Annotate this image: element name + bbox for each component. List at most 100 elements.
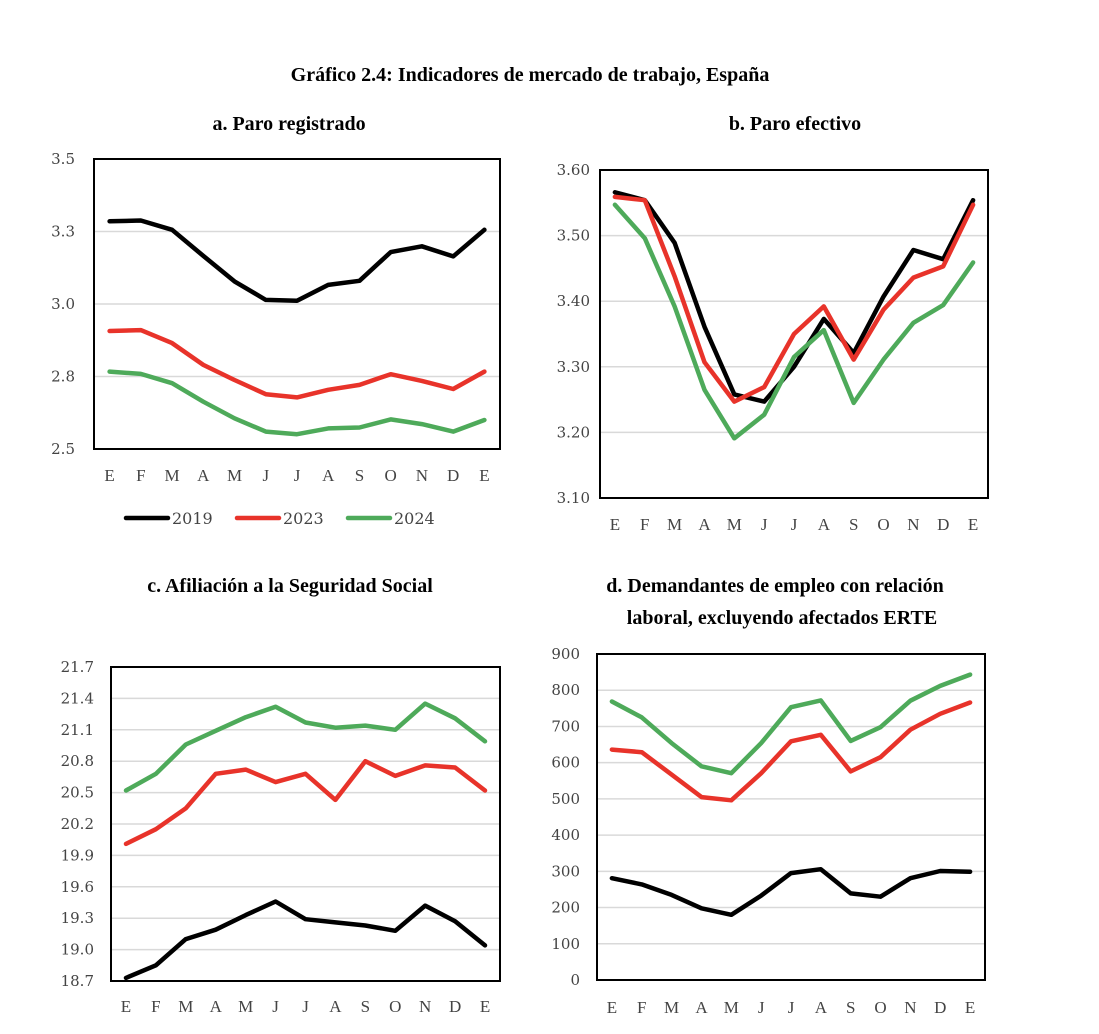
legend-item-2023: 2023: [234, 509, 324, 528]
y-tick-label: 20.5: [61, 784, 94, 802]
x-tick-label: A: [210, 997, 223, 1016]
y-tick-label: 600: [551, 754, 580, 772]
x-tick-label: E: [607, 998, 617, 1017]
y-tick-label: 800: [551, 681, 580, 699]
x-tick-label: S: [846, 998, 855, 1017]
x-tick-label: A: [197, 466, 210, 485]
y-tick-label: 21.7: [61, 658, 94, 676]
series-line-2023: [107, 327, 487, 400]
series-line-2024: [612, 202, 976, 441]
legend-label: 2019: [172, 509, 213, 528]
x-tick-label: D: [447, 466, 459, 485]
x-tick-label: E: [121, 997, 131, 1016]
y-tick-label: 900: [551, 645, 580, 663]
x-tick-label: E: [610, 515, 620, 534]
series-line-2019: [609, 866, 973, 918]
plot-frame: [93, 158, 501, 450]
x-tick-label: A: [818, 515, 831, 534]
y-tick-label: 2.8: [51, 368, 75, 386]
chart-a: 2.52.83.03.33.5E F M A M J J A S O N D E: [51, 150, 501, 485]
y-tick-label: 3.5: [51, 150, 75, 168]
y-tick-label: 3.50: [557, 227, 590, 245]
x-tick-label: F: [136, 466, 145, 485]
x-tick-label: O: [389, 997, 401, 1016]
y-tick-label: 3.60: [557, 161, 590, 179]
figure-title: Gráfico 2.4: Indicadores de mercado de t…: [291, 64, 770, 86]
x-tick-label: J: [302, 997, 309, 1016]
x-tick-label: F: [637, 998, 646, 1017]
series-line-2024: [609, 672, 973, 776]
x-tick-label: M: [227, 466, 242, 485]
x-tick-label: E: [480, 997, 490, 1016]
x-tick-label: D: [934, 998, 946, 1017]
x-tick-label: J: [294, 466, 301, 485]
legend: 2019 2023 2024: [123, 509, 435, 528]
y-tick-label: 3.20: [557, 423, 590, 441]
y-tick-label: 500: [551, 790, 580, 808]
x-tick-label: J: [788, 998, 795, 1017]
y-tick-label: 19.0: [61, 941, 94, 959]
x-tick-label: F: [151, 997, 160, 1016]
series-line-2019: [612, 190, 976, 404]
y-tick-label: 3.0: [51, 295, 75, 313]
x-tick-label: S: [849, 515, 858, 534]
x-tick-label: E: [968, 515, 978, 534]
chart-b: 3.103.203.303.403.503.60E F M A M J J A S O N D E: [557, 161, 989, 534]
y-tick-label: 19.6: [61, 878, 94, 896]
y-tick-label: 3.30: [557, 358, 590, 376]
series-line-2023: [609, 700, 973, 803]
y-tick-label: 2.5: [51, 440, 75, 458]
x-tick-label: O: [874, 998, 886, 1017]
x-tick-label: E: [479, 466, 489, 485]
x-tick-label: E: [965, 998, 975, 1017]
x-tick-label: M: [727, 515, 742, 534]
x-tick-label: A: [695, 998, 708, 1017]
x-tick-label: D: [449, 997, 461, 1016]
chart-c: 18.7 19.0 19.3 19.6 19.9 20.2 20.5 20.8 21.1 21.4…: [61, 658, 501, 1016]
series-line-2024: [107, 369, 487, 437]
x-tick-label: N: [419, 997, 431, 1016]
chart-c-title: c. Afiliación a la Seguridad Social: [147, 575, 433, 597]
x-tick-label: O: [385, 466, 397, 485]
y-tick-label: 300: [551, 862, 580, 880]
x-tick-label: M: [664, 998, 679, 1017]
series-line-2019: [123, 899, 488, 981]
series-line-2024: [123, 701, 488, 793]
legend-label: 2024: [394, 509, 435, 528]
y-tick-label: 400: [551, 826, 580, 844]
x-tick-label: S: [361, 997, 370, 1016]
x-tick-label: J: [262, 466, 269, 485]
series-line-2023: [612, 194, 976, 404]
y-tick-label: 20.2: [61, 815, 94, 833]
y-tick-label: 19.9: [61, 846, 94, 864]
x-tick-label: A: [698, 515, 711, 534]
y-tick-label: 19.3: [61, 909, 94, 927]
x-tick-label: N: [904, 998, 916, 1017]
x-tick-label: A: [815, 998, 828, 1017]
y-tick-label: 21.1: [61, 721, 94, 739]
legend-item-2019: 2019: [123, 509, 213, 528]
y-tick-label: 3.10: [557, 489, 590, 507]
y-tick-label: 700: [551, 717, 580, 735]
x-tick-label: M: [667, 515, 682, 534]
x-tick-label: N: [907, 515, 919, 534]
chart-d-title-line2: laboral, excluyendo afectados ERTE: [627, 607, 937, 629]
x-tick-label: A: [329, 997, 342, 1016]
x-tick-label: M: [238, 997, 253, 1016]
x-tick-label: J: [272, 997, 279, 1016]
series-line-2023: [123, 758, 488, 847]
y-tick-label: 100: [551, 935, 580, 953]
x-tick-label: F: [640, 515, 649, 534]
y-tick-label: 200: [551, 899, 580, 917]
x-tick-label: O: [877, 515, 889, 534]
x-tick-label: J: [761, 515, 768, 534]
plot-frame: [110, 666, 501, 982]
x-tick-label: M: [178, 997, 193, 1016]
y-tick-label: 3.3: [51, 223, 75, 241]
x-tick-label: J: [791, 515, 798, 534]
x-tick-label: D: [937, 515, 949, 534]
x-tick-label: M: [724, 998, 739, 1017]
x-tick-label: S: [355, 466, 364, 485]
